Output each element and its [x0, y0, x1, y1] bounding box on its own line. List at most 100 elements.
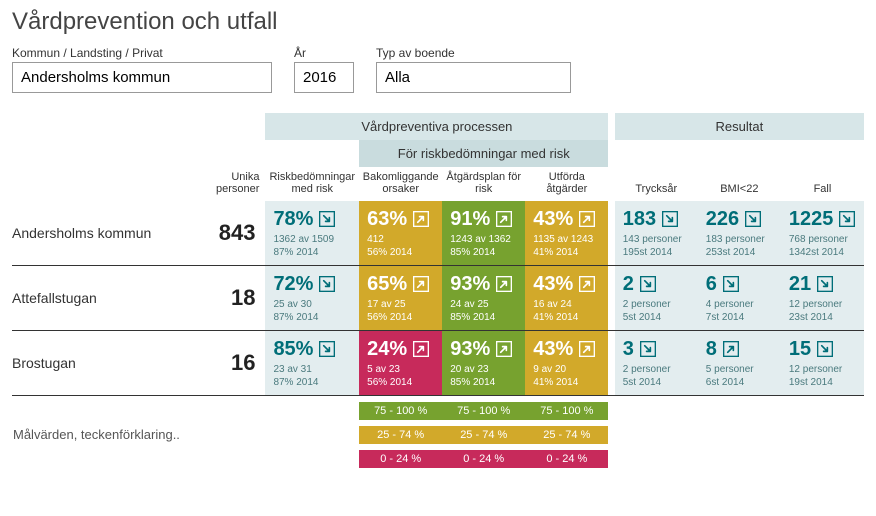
row-name[interactable]: Attefallstugan [12, 266, 199, 331]
cell-sub1: 12 personer [789, 363, 856, 376]
cell-fall: 2112 personer23st 2014 [781, 266, 864, 331]
cell-sub2: 85% 2014 [450, 376, 517, 389]
table-row: Attefallstugan18 72% 25 av 3087% 2014 65% 17… [12, 266, 864, 331]
legend-chip: 75 - 100 % [442, 402, 525, 420]
cell-sub1: 17 av 25 [367, 298, 434, 311]
legend-chip: 25 - 74 % [359, 426, 442, 444]
cell-sub1: 25 av 30 [273, 298, 351, 311]
page-title: Vårdprevention och utfall [12, 8, 864, 36]
cell-sub1: 4 personer [706, 298, 773, 311]
trend-up-icon [579, 341, 595, 357]
legend-chip: 0 - 24 % [525, 450, 608, 468]
cell-sub1: 183 personer [706, 233, 773, 246]
band-process-sub: För riskbedömningar med risk [359, 140, 608, 167]
cell-sub2: 1342st 2014 [789, 246, 856, 259]
col-risk: Riskbedömningar med risk [265, 167, 359, 201]
cell-sub2: 56% 2014 [367, 311, 434, 324]
cell-risk: 85% 23 av 3187% 2014 [265, 331, 359, 396]
cell-sub1: 23 av 31 [273, 363, 351, 376]
cell-sub2: 87% 2014 [273, 246, 351, 259]
trend-down-icon [662, 211, 678, 227]
cell-risk: 72% 25 av 3087% 2014 [265, 266, 359, 331]
trend-up-icon [413, 341, 429, 357]
cell-sub2: 87% 2014 [273, 376, 351, 389]
cell-value: 43% [533, 209, 573, 229]
trend-down-icon [723, 276, 739, 292]
cell-value: 65% [367, 274, 407, 294]
cell-sub1: 2 personer [623, 298, 690, 311]
trend-down-icon [319, 341, 335, 357]
cell-sub1: 143 personer [623, 233, 690, 246]
cell-sub1: 24 av 25 [450, 298, 517, 311]
cell-sub2: 41% 2014 [533, 246, 600, 259]
trend-up-icon [413, 276, 429, 292]
cell-value: 6 [706, 274, 717, 294]
col-plan: Åtgärdsplan för risk [442, 167, 525, 201]
cell-utforda: 43%9 av 2041% 2014 [525, 331, 608, 396]
filter-kommun-label: Kommun / Landsting / Privat [12, 46, 272, 60]
cell-utforda: 43%16 av 2441% 2014 [525, 266, 608, 331]
cell-fall: 1225768 personer1342st 2014 [781, 201, 864, 266]
cell-sub2: 5st 2014 [623, 376, 690, 389]
cell-bmi: 6 4 personer7st 2014 [698, 266, 781, 331]
filter-year-input[interactable] [294, 62, 354, 93]
cell-sub2: 6st 2014 [706, 376, 773, 389]
legend-chip: 25 - 74 % [442, 426, 525, 444]
legend-label[interactable]: Målvärden, teckenförklaring.. [12, 396, 359, 469]
trend-down-icon [319, 276, 335, 292]
cell-sub1: 12 personer [789, 298, 856, 311]
trend-down-icon [745, 211, 761, 227]
cell-value: 93% [450, 274, 490, 294]
cell-value: 8 [706, 339, 717, 359]
cell-bmi: 8 5 personer6st 2014 [698, 331, 781, 396]
cell-value: 183 [623, 209, 656, 229]
trend-down-icon [640, 341, 656, 357]
trend-up-icon [579, 276, 595, 292]
cell-sub2: 56% 2014 [367, 376, 434, 389]
filter-year: År [294, 46, 354, 93]
trend-up-icon [413, 211, 429, 227]
cell-plan: 93%20 av 2385% 2014 [442, 331, 525, 396]
cell-plan: 93%24 av 2585% 2014 [442, 266, 525, 331]
filter-type-input[interactable] [376, 62, 571, 93]
cell-orsaker: 24%5 av 2356% 2014 [359, 331, 442, 396]
row-unika: 16 [199, 331, 265, 396]
cell-sub2: 87% 2014 [273, 311, 351, 324]
trend-up-icon [723, 341, 739, 357]
cell-sub2: 7st 2014 [706, 311, 773, 324]
filter-year-label: År [294, 46, 354, 60]
col-unika: Unika personer [199, 167, 265, 201]
cell-sub2: 5st 2014 [623, 311, 690, 324]
trend-down-icon [319, 211, 335, 227]
cell-value: 93% [450, 339, 490, 359]
legend-chip: 75 - 100 % [525, 402, 608, 420]
cell-value: 91% [450, 209, 490, 229]
cell-sub2: 19st 2014 [789, 376, 856, 389]
cell-sub2: 85% 2014 [450, 246, 517, 259]
legend-chip: 0 - 24 % [442, 450, 525, 468]
trend-up-icon [496, 276, 512, 292]
table-row: Brostugan16 85% 23 av 3187% 2014 24%5 av 23… [12, 331, 864, 396]
filter-kommun-input[interactable] [12, 62, 272, 93]
col-fall: Fall [781, 167, 864, 201]
cell-value: 85% [273, 339, 313, 359]
cell-sub1: 1243 av 1362 [450, 233, 517, 246]
cell-sub1: 1362 av 1509 [273, 233, 351, 246]
row-unika: 843 [199, 201, 265, 266]
row-name[interactable]: Andersholms kommun [12, 201, 199, 266]
cell-sub1: 5 personer [706, 363, 773, 376]
col-utforda: Utförda åtgärder [525, 167, 608, 201]
band-process: Vårdpreventiva processen [265, 113, 608, 140]
cell-orsaker: 63%41256% 2014 [359, 201, 442, 266]
cell-sub2: 23st 2014 [789, 311, 856, 324]
row-unika: 18 [199, 266, 265, 331]
cell-trycksar: 32 personer5st 2014 [615, 331, 698, 396]
cell-value: 2 [623, 274, 634, 294]
cell-bmi: 226183 personer253st 2014 [698, 201, 781, 266]
cell-value: 72% [273, 274, 313, 294]
row-name[interactable]: Brostugan [12, 331, 199, 396]
cell-value: 226 [706, 209, 739, 229]
cell-value: 3 [623, 339, 634, 359]
cell-sub1: 412 [367, 233, 434, 246]
cell-sub1: 5 av 23 [367, 363, 434, 376]
